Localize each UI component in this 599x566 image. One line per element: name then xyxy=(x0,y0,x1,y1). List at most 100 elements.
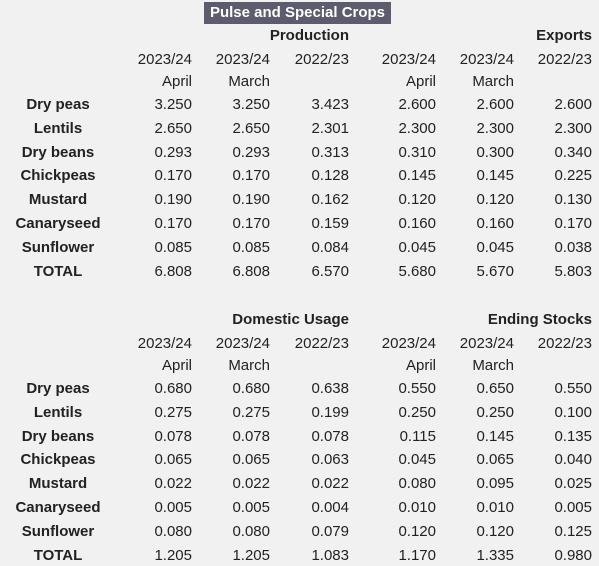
cell-value: 0.085 xyxy=(232,238,270,256)
cell-value: 1.205 xyxy=(154,546,192,564)
column-year: 2023/24 xyxy=(215,335,270,352)
cell-value: 0.079 xyxy=(311,522,349,540)
cell-value: 6.570 xyxy=(311,262,349,280)
row-label: Sunflower xyxy=(21,238,95,256)
cell-value: 0.340 xyxy=(554,143,592,161)
cell-value: 2.600 xyxy=(554,96,592,113)
cell-value: 0.080 xyxy=(398,475,436,493)
cell-value: 0.120 xyxy=(476,522,514,540)
column-year: 2023/24 xyxy=(459,335,514,352)
cell-value: 0.005 xyxy=(232,499,270,516)
cell-value: 0.065 xyxy=(232,451,270,469)
cell-value: 0.199 xyxy=(311,403,349,421)
cell-value: 0.084 xyxy=(311,238,349,256)
row-label: Canaryseed xyxy=(15,499,101,516)
cell-value: 5.670 xyxy=(476,262,514,280)
cell-value: 0.135 xyxy=(554,427,592,445)
cell-value: 2.300 xyxy=(398,119,436,137)
column-year: 2022/23 xyxy=(537,335,592,352)
row-label: Mustard xyxy=(28,191,88,209)
row-label: Sunflower xyxy=(21,522,95,540)
cell-value: 0.225 xyxy=(554,167,592,185)
cell-value: 0.128 xyxy=(311,167,349,185)
cell-value: 2.600 xyxy=(398,96,436,113)
cell-value: 0.078 xyxy=(154,427,192,445)
cell-value: 0.550 xyxy=(554,380,592,397)
cell-value: 0.005 xyxy=(154,499,192,516)
column-year: 2022/23 xyxy=(294,51,349,68)
cell-value: 2.301 xyxy=(311,119,349,137)
cell-value: 0.085 xyxy=(154,238,192,256)
cell-value: 0.045 xyxy=(398,238,436,256)
cell-value: 0.145 xyxy=(398,167,436,185)
cell-value: 0.250 xyxy=(398,403,436,421)
cell-value: 0.080 xyxy=(232,522,270,540)
column-year: 2022/23 xyxy=(294,335,349,352)
group-header: Ending Stocks xyxy=(487,311,592,328)
column-month: March xyxy=(228,73,270,90)
cell-value: 0.022 xyxy=(232,475,270,493)
cell-value: 0.038 xyxy=(554,238,592,256)
cell-value: 0.078 xyxy=(311,427,349,445)
cell-value: 0.159 xyxy=(311,215,349,232)
cell-value: 0.170 xyxy=(232,167,270,185)
cell-value: 0.160 xyxy=(476,215,514,232)
row-label: Canaryseed xyxy=(15,215,101,232)
cell-value: 1.170 xyxy=(398,546,436,564)
cell-value: 0.190 xyxy=(154,191,192,209)
cell-value: 0.125 xyxy=(554,522,592,540)
column-month: April xyxy=(405,73,436,90)
cell-value: 0.095 xyxy=(476,475,514,493)
cell-value: 3.250 xyxy=(232,96,270,113)
column-year: 2023/24 xyxy=(215,51,270,68)
column-year: 2023/24 xyxy=(459,51,514,68)
cell-value: 0.130 xyxy=(554,191,592,209)
cell-value: 0.650 xyxy=(476,380,514,397)
group-header: Exports xyxy=(536,27,592,44)
cell-value: 0.275 xyxy=(232,403,270,421)
cell-value: 3.423 xyxy=(311,96,349,113)
cell-value: 0.680 xyxy=(232,380,270,397)
cell-value: 0.638 xyxy=(311,380,349,397)
cell-value: 0.293 xyxy=(232,143,270,161)
group-header: Production xyxy=(269,27,349,44)
column-month: April xyxy=(161,357,192,374)
row-label: Lentils xyxy=(33,119,83,137)
group-header: Domestic Usage xyxy=(232,311,349,328)
column-month: March xyxy=(228,357,270,374)
column-year: 2023/24 xyxy=(381,51,436,68)
cell-value: 2.300 xyxy=(476,119,514,137)
column-year: 2023/24 xyxy=(137,335,192,352)
row-label: Dry beans xyxy=(21,427,95,445)
cell-value: 0.005 xyxy=(554,499,592,516)
row-label: Dry beans xyxy=(21,143,95,161)
cell-value: 0.045 xyxy=(476,238,514,256)
cell-value: 0.115 xyxy=(399,427,436,445)
row-label: Chickpeas xyxy=(20,451,96,469)
cell-value: 0.550 xyxy=(398,380,436,397)
cell-value: 1.205 xyxy=(232,546,270,564)
row-label: TOTAL xyxy=(33,262,83,280)
cell-value: 0.145 xyxy=(476,427,514,445)
cell-value: 0.120 xyxy=(398,522,436,540)
cell-value: 6.808 xyxy=(154,262,192,280)
cell-value: 0.065 xyxy=(154,451,192,469)
cell-value: 0.300 xyxy=(476,143,514,161)
cell-value: 0.100 xyxy=(554,403,592,421)
column-year: 2023/24 xyxy=(137,51,192,68)
cell-value: 0.045 xyxy=(398,451,436,469)
cell-value: 0.275 xyxy=(154,403,192,421)
cell-value: 0.170 xyxy=(154,215,192,232)
column-month: April xyxy=(405,357,436,374)
cell-value: 5.803 xyxy=(554,262,592,280)
cell-value: 0.010 xyxy=(398,499,436,516)
column-year: 2022/23 xyxy=(537,51,592,68)
cell-value: 0.010 xyxy=(476,499,514,516)
cell-value: 0.170 xyxy=(232,215,270,232)
cell-value: 0.004 xyxy=(311,499,349,516)
cell-value: 0.063 xyxy=(311,451,349,469)
cell-value: 6.808 xyxy=(232,262,270,280)
cell-value: 0.022 xyxy=(154,475,192,493)
cell-value: 0.040 xyxy=(554,451,592,469)
cell-value: 1.335 xyxy=(476,546,514,564)
